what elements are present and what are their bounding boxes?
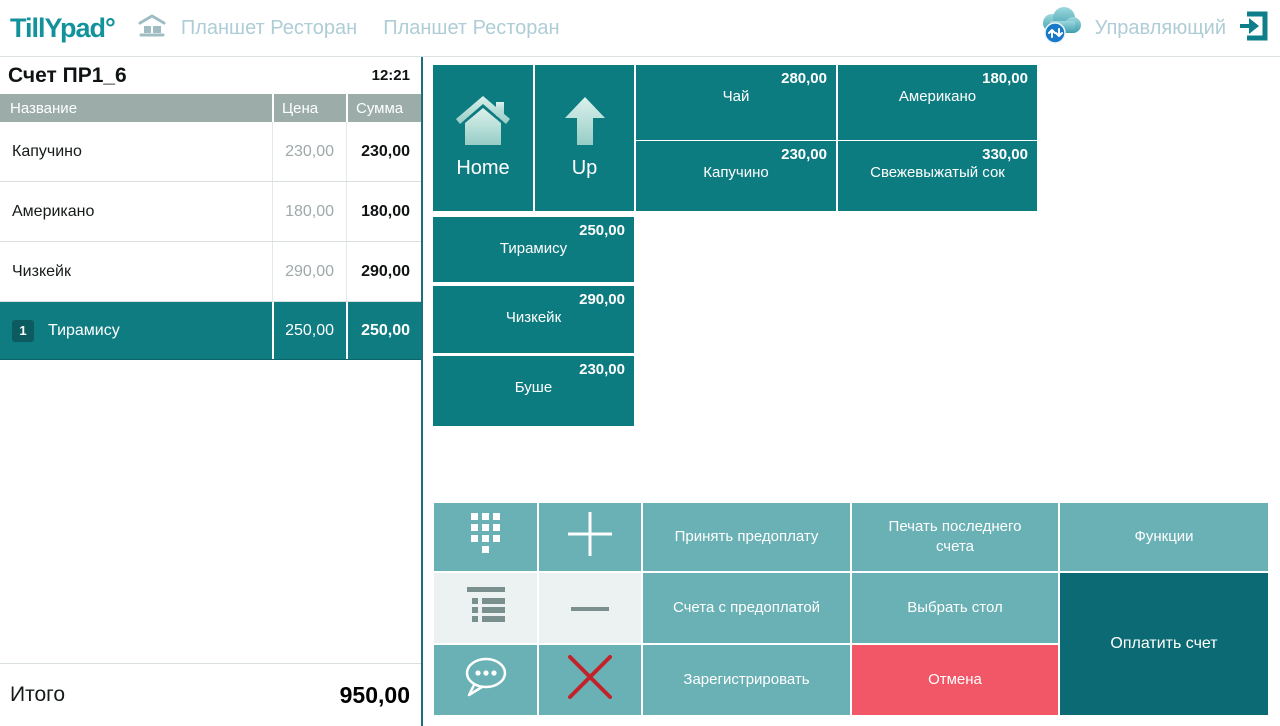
tile-name: Чай: [722, 88, 750, 105]
tile-price: 250,00: [579, 222, 625, 239]
bill-total-bar: Итого 950,00: [0, 663, 422, 726]
tile-price: 230,00: [781, 146, 827, 163]
home-button-label: Home: [456, 157, 510, 179]
tile-price: 280,00: [781, 70, 827, 87]
breadcrumb-level-2[interactable]: Планшет Ресторан: [383, 16, 560, 39]
tile-price: 230,00: [579, 361, 625, 378]
tile-name: Буше: [514, 379, 553, 396]
item-price: 180,00: [272, 182, 346, 241]
quantity-badge: 1: [12, 319, 34, 342]
functions-button[interactable]: Функции: [1060, 503, 1268, 571]
item-sum: 290,00: [346, 242, 422, 301]
item-sum: 230,00: [346, 122, 422, 181]
tile-name: Свежевыжатый сок: [870, 164, 1005, 181]
bill-title: Счет ПР1_6: [8, 63, 127, 87]
increase-quantity-button[interactable]: [539, 503, 641, 571]
numpad-button[interactable]: [434, 503, 537, 571]
item-name-cell: 1 Тирамису: [0, 302, 272, 359]
venue-icon: [137, 13, 167, 44]
tile-price: 290,00: [579, 291, 625, 308]
cancel-x-icon: [567, 654, 613, 706]
column-header-sum: Сумма: [346, 94, 422, 122]
up-button[interactable]: Up: [535, 65, 634, 211]
bills-with-prepayment-button[interactable]: Счета с предоплатой: [643, 573, 850, 643]
numpad-icon: [470, 512, 501, 561]
item-name: Американо: [12, 202, 95, 220]
menu-item-tile[interactable]: 330,00 Свежевыжатый сок: [838, 141, 1037, 211]
menu-item-tile[interactable]: 180,00 Американо: [838, 65, 1037, 140]
menu-item-tile[interactable]: 280,00 Чай: [636, 65, 836, 140]
current-user-label[interactable]: Управляющий: [1094, 16, 1226, 39]
tile-name: Чизкейк: [505, 309, 562, 326]
plus-icon: [567, 511, 613, 563]
decrease-quantity-button[interactable]: [539, 573, 641, 643]
cancel-button[interactable]: Отмена: [852, 645, 1058, 715]
home-icon: [455, 96, 511, 151]
item-list-button[interactable]: [434, 573, 537, 643]
logout-icon[interactable]: [1240, 7, 1270, 50]
tile-price: 330,00: [982, 146, 1028, 163]
menu-item-tile[interactable]: 230,00 Буше: [433, 356, 634, 426]
item-sum: 180,00: [346, 182, 422, 241]
up-icon: [563, 96, 607, 151]
delete-item-button[interactable]: [539, 645, 641, 715]
panel-divider: [421, 57, 423, 726]
item-sum: 250,00: [346, 302, 422, 359]
bill-titlebar: Счет ПР1_6 12:21: [0, 57, 422, 94]
header-user-area: Управляющий: [1039, 6, 1280, 51]
table-row[interactable]: Американо 180,00 180,00: [0, 182, 422, 242]
tile-name: Капучино: [703, 164, 769, 181]
list-icon: [466, 586, 505, 629]
tile-name: Американо: [898, 88, 977, 105]
bill-table-header: Название Цена Сумма: [0, 94, 422, 122]
item-price: 230,00: [272, 122, 346, 181]
tile-price: 180,00: [982, 70, 1028, 87]
menu-item-tile[interactable]: 250,00 Тирамису: [433, 217, 634, 282]
table-row[interactable]: Капучино 230,00 230,00: [0, 122, 422, 182]
item-price: 250,00: [272, 302, 346, 359]
table-row[interactable]: Чизкейк 290,00 290,00: [0, 242, 422, 302]
total-label: Итого: [10, 683, 66, 706]
menu-grid: Home Up 280,00 Чай 180,00 Американо 230,…: [433, 65, 1037, 426]
home-button[interactable]: Home: [433, 65, 533, 211]
up-button-label: Up: [571, 157, 598, 179]
tillypad-logo: TillYpad°: [10, 12, 116, 43]
item-name: Тирамису: [48, 321, 120, 339]
item-price: 290,00: [272, 242, 346, 301]
table-row-selected[interactable]: 1 Тирамису 250,00 250,00: [0, 302, 422, 360]
breadcrumb-level-1[interactable]: Планшет Ресторан: [180, 16, 358, 39]
select-table-button[interactable]: Выбрать стол: [852, 573, 1058, 643]
column-header-price: Цена: [272, 94, 346, 122]
menu-item-tile[interactable]: 290,00 Чизкейк: [433, 286, 634, 353]
action-grid: Принять предоплату Печать последнего сче…: [434, 503, 1268, 715]
menu-item-tile[interactable]: 230,00 Капучино: [636, 141, 836, 211]
total-value: 950,00: [339, 681, 410, 708]
bill-panel: Счет ПР1_6 12:21 Название Цена Сумма Кап…: [0, 57, 422, 726]
cloud-sync-icon[interactable]: [1039, 6, 1083, 51]
item-name: Капучино: [12, 142, 82, 160]
comment-icon: [462, 656, 510, 704]
bill-items-list: Капучино 230,00 230,00 Американо 180,00 …: [0, 122, 422, 360]
accept-prepayment-button[interactable]: Принять предоплату: [643, 503, 850, 571]
top-bar: TillYpad° Планшет Ресторан Планшет Ресто…: [0, 0, 1280, 57]
minus-icon: [571, 598, 609, 618]
item-name: Чизкейк: [12, 262, 71, 280]
tile-name: Тирамису: [499, 240, 568, 257]
column-header-name: Название: [10, 99, 78, 117]
register-button[interactable]: Зарегистрировать: [643, 645, 850, 715]
pay-bill-button[interactable]: Оплатить счет: [1060, 573, 1268, 715]
bill-time: 12:21: [371, 67, 410, 84]
print-last-bill-button[interactable]: Печать последнего счета: [852, 503, 1058, 571]
comment-button[interactable]: [434, 645, 537, 715]
